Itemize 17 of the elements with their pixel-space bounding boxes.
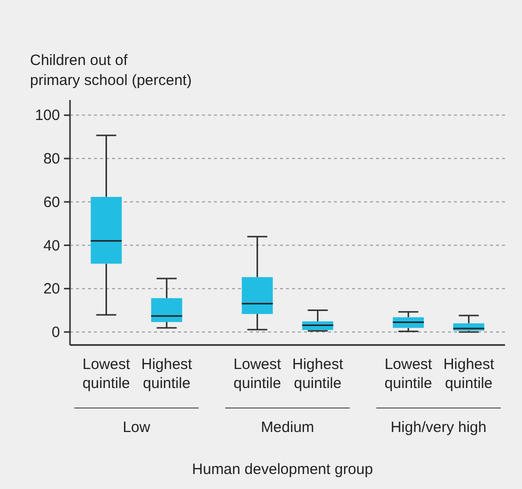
x-tick-label: Lowest quintile [234,356,282,392]
x-tick-label: Highest quintile [292,356,344,392]
x-tick-label: Lowest quintile [82,356,131,392]
y-tick-label: 0 [52,324,60,341]
text: Low [122,419,150,436]
y-tick-label: 40 [43,237,60,254]
text: High/very high [390,419,486,436]
y-tick-label: 80 [43,150,60,168]
y-tick-label: 60 [43,194,60,211]
x-axis-title: Human development group [192,461,373,478]
x-tick-label: Highest quintile [443,356,496,392]
x-tick-label: Highest quintile [141,356,193,392]
y-tick-label: 100 [34,107,60,124]
text: Medium [260,419,314,436]
y-axis-title: Children out of primary school (percent) [30,52,192,89]
x-tick-label: Lowest quintile [384,356,433,392]
y-tick-label: 20 [43,280,60,298]
